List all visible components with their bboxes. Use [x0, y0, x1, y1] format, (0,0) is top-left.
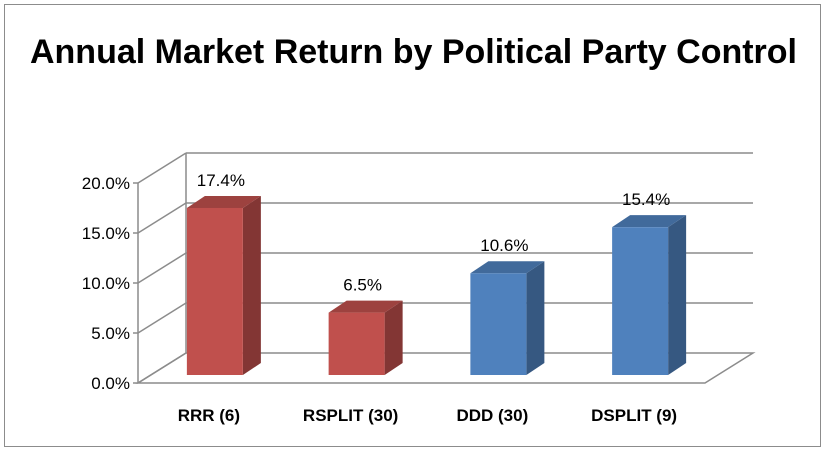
y-tick-label: 0.0% — [91, 374, 130, 393]
bar — [470, 273, 527, 375]
gridline-diagonal — [137, 202, 187, 234]
bar — [328, 312, 385, 375]
data-label: 15.4% — [622, 190, 670, 209]
bar-side — [384, 300, 403, 375]
x-tick-label: DDD (30) — [456, 406, 528, 425]
y-tick-label: 10.0% — [82, 274, 130, 293]
bar-side — [242, 195, 261, 375]
floor — [135, 352, 756, 384]
x-tick-label: RSPLIT (30) — [303, 406, 398, 425]
bar — [612, 227, 669, 375]
chart-title: Annual Market Return by Political Party … — [29, 33, 797, 71]
y-tick-label: 5.0% — [91, 324, 130, 343]
bar-top — [186, 195, 261, 208]
bar-side — [526, 261, 545, 375]
gridline-diagonal — [137, 302, 187, 334]
x-tick-label: DSPLIT (9) — [591, 406, 677, 425]
y-tick-label: 15.0% — [82, 224, 130, 243]
bar-top — [470, 261, 545, 274]
x-tick-label: RRR (6) — [178, 406, 240, 425]
data-label: 10.6% — [480, 236, 528, 255]
bar — [186, 207, 243, 375]
bar-side — [668, 215, 687, 375]
data-label: 6.5% — [343, 276, 382, 295]
bar-top — [328, 300, 403, 313]
data-label: 17.4% — [197, 171, 245, 190]
bar-top — [612, 215, 687, 228]
gridline-diagonal — [137, 252, 187, 284]
y-tick-label: 20.0% — [82, 174, 130, 193]
gridline-diagonal — [137, 152, 187, 184]
